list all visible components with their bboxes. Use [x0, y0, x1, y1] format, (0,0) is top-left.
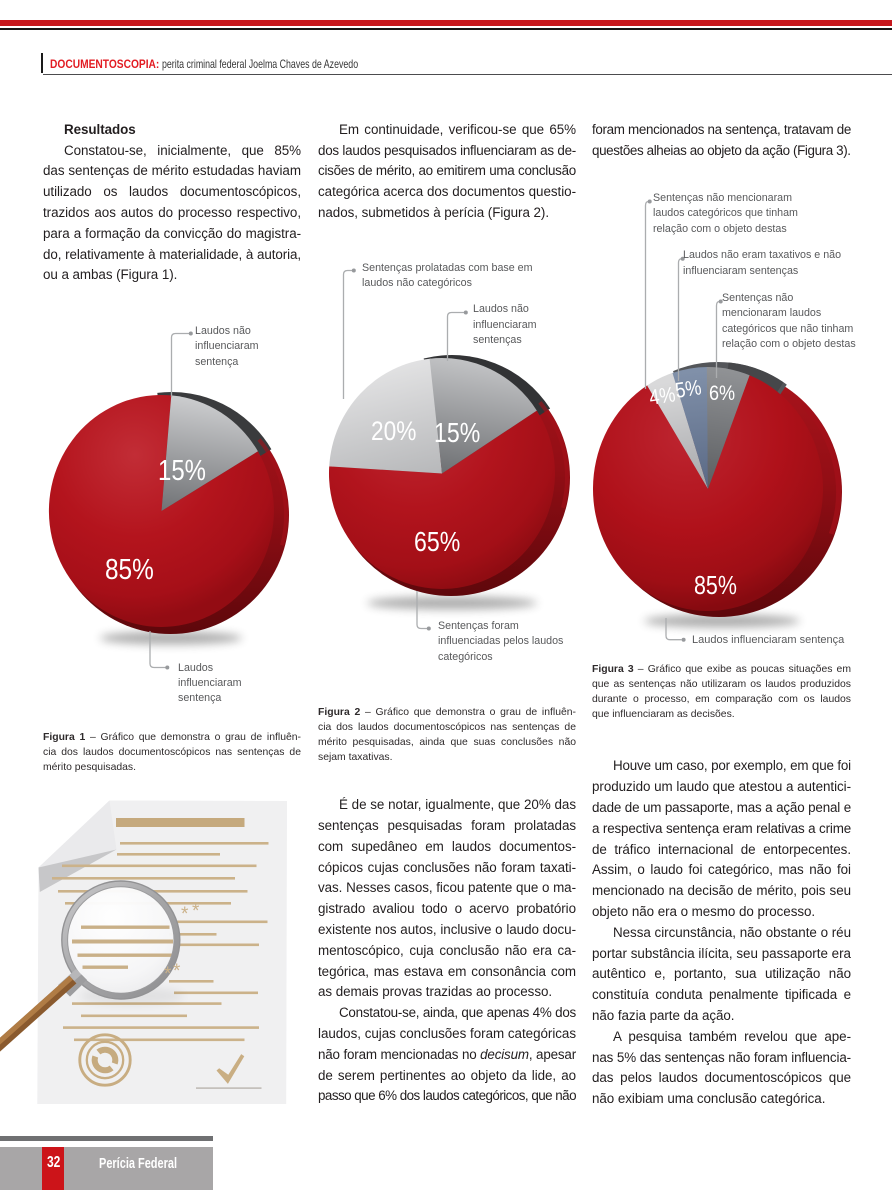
svg-text:*: * — [164, 964, 172, 985]
svg-text:*: * — [181, 904, 189, 925]
svg-text:*: * — [173, 961, 181, 982]
svg-text:*: * — [192, 901, 200, 922]
